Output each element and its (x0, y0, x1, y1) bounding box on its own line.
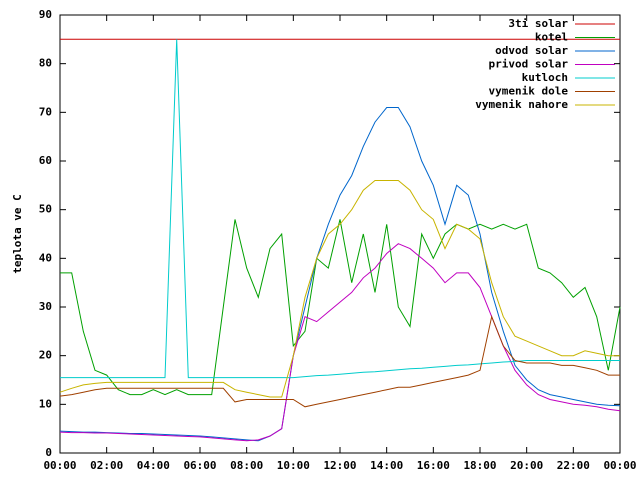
x-tick-label: 00:00 (43, 459, 76, 472)
y-tick-label: 10 (39, 397, 52, 410)
series-line (60, 219, 621, 396)
series-line (60, 39, 620, 379)
y-tick-label: 30 (39, 300, 52, 313)
x-tick-label: 16:00 (417, 459, 450, 472)
legend-label: vymenik dole (489, 85, 569, 98)
x-tick-label: 18:00 (463, 459, 496, 472)
legend-label: 3ti solar (508, 17, 568, 30)
series-line (59, 314, 620, 408)
legend-label: kotel (535, 31, 568, 44)
x-tick-label: 10:00 (277, 459, 310, 472)
y-axis-label: teplota ve C (11, 194, 24, 273)
legend-label: privod solar (489, 58, 569, 71)
y-tick-label: 70 (39, 105, 52, 118)
y-tick-label: 20 (39, 349, 52, 362)
x-tick-label: 12:00 (323, 459, 356, 472)
series-line (59, 107, 621, 442)
x-tick-label: 08:00 (230, 459, 263, 472)
x-tick-label: 20:00 (510, 459, 543, 472)
series-line (59, 243, 621, 442)
x-tick-label: 04:00 (137, 459, 170, 472)
legend-label: vymenik nahore (475, 98, 568, 111)
y-tick-label: 40 (39, 251, 52, 264)
y-tick-label: 90 (39, 8, 52, 21)
y-tick-label: 50 (39, 203, 52, 216)
x-tick-label: 06:00 (183, 459, 216, 472)
x-tick-label: 00:00 (603, 459, 636, 472)
x-tick-label: 22:00 (557, 459, 590, 472)
y-tick-label: 60 (39, 154, 52, 167)
legend-label: kutloch (522, 71, 568, 84)
y-tick-label: 80 (39, 57, 52, 70)
series-line (59, 180, 620, 398)
y-tick-label: 0 (45, 446, 52, 459)
legend-label: odvod solar (495, 44, 568, 57)
x-tick-label: 14:00 (370, 459, 403, 472)
x-tick-label: 02:00 (90, 459, 123, 472)
